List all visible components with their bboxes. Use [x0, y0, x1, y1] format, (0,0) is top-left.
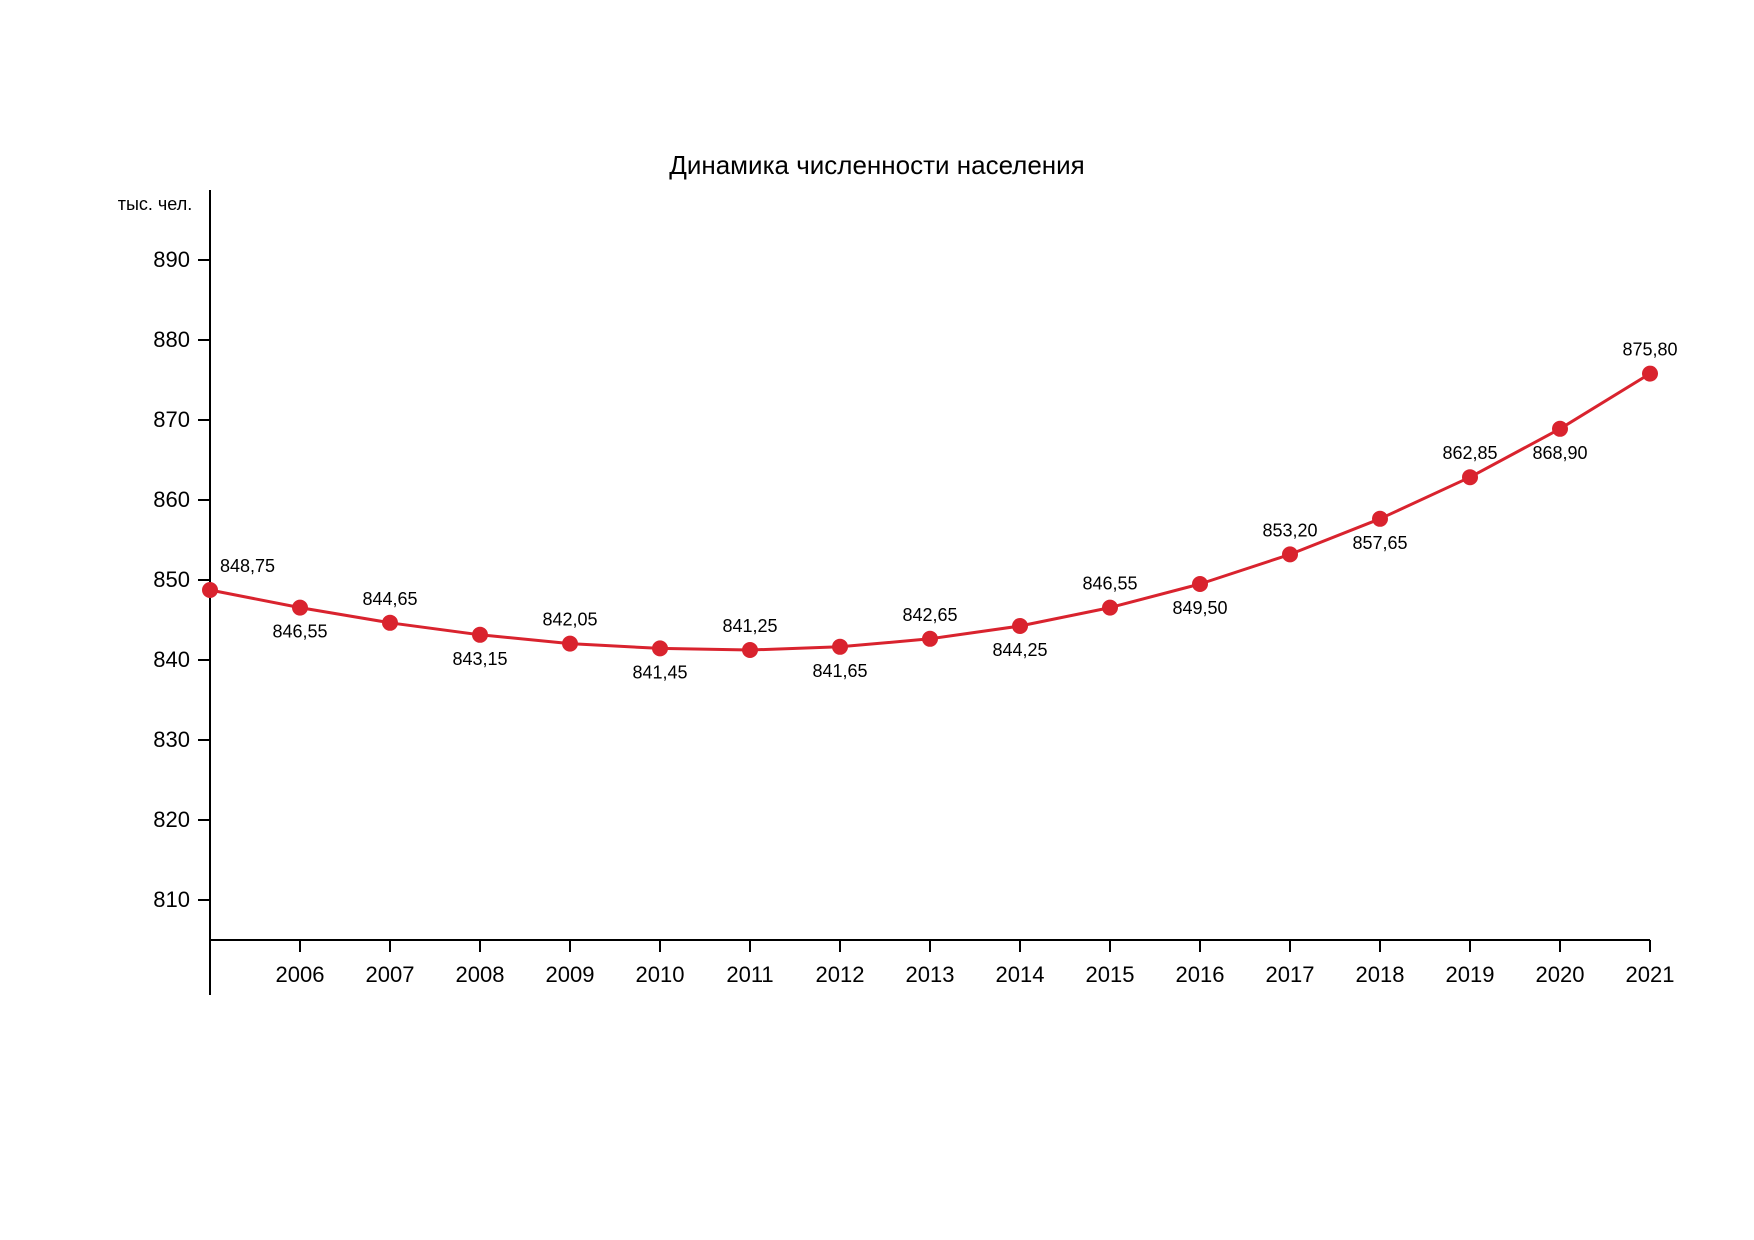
- data-point: [922, 631, 938, 647]
- data-label: 844,65: [362, 589, 417, 609]
- x-tick-label: 2013: [906, 962, 955, 987]
- data-label: 846,55: [1082, 574, 1137, 594]
- x-tick-label: 2006: [276, 962, 325, 987]
- y-tick-label: 820: [153, 807, 190, 832]
- data-point: [742, 642, 758, 658]
- data-label: 862,85: [1442, 443, 1497, 463]
- y-tick-label: 840: [153, 647, 190, 672]
- y-tick-label: 810: [153, 887, 190, 912]
- data-label: 842,05: [542, 610, 597, 630]
- y-tick-label: 890: [153, 247, 190, 272]
- data-label: 841,25: [722, 616, 777, 636]
- y-tick-label: 850: [153, 567, 190, 592]
- x-tick-label: 2008: [456, 962, 505, 987]
- y-tick-label: 830: [153, 727, 190, 752]
- data-label: 846,55: [272, 622, 327, 642]
- data-point: [1282, 546, 1298, 562]
- population-chart: Динамика численности населения тыс. чел.…: [0, 0, 1754, 1240]
- data-point: [382, 615, 398, 631]
- data-label: 853,20: [1262, 520, 1317, 540]
- x-tick-label: 2007: [366, 962, 415, 987]
- data-label: 848,75: [220, 556, 275, 576]
- data-point: [292, 600, 308, 616]
- data-label: 857,65: [1352, 533, 1407, 553]
- x-tick-label: 2018: [1356, 962, 1405, 987]
- data-point: [1552, 421, 1568, 437]
- y-tick-label: 880: [153, 327, 190, 352]
- x-tick-label: 2011: [726, 962, 773, 987]
- data-point: [652, 640, 668, 656]
- chart-canvas: тыс. чел. 810 820 830 840 850 860 870 880 890 2006…: [0, 0, 1754, 1240]
- data-point: [832, 639, 848, 655]
- x-tick-label: 2019: [1446, 962, 1495, 987]
- x-tick-label: 2015: [1086, 962, 1135, 987]
- x-tick-label: 2010: [636, 962, 685, 987]
- data-point: [1012, 618, 1028, 634]
- data-point: [1372, 511, 1388, 527]
- data-label: 841,45: [632, 662, 687, 682]
- data-point: [1462, 469, 1478, 485]
- data-point: [1102, 600, 1118, 616]
- x-tick-label: 2021: [1626, 962, 1675, 987]
- data-point: [1642, 366, 1658, 382]
- x-tick-label: 2016: [1176, 962, 1225, 987]
- y-tick-label: 860: [153, 487, 190, 512]
- x-tick-label: 2012: [816, 962, 865, 987]
- data-label: 844,25: [992, 640, 1047, 660]
- data-label: 842,65: [902, 605, 957, 625]
- x-tick-label: 2017: [1266, 962, 1315, 987]
- data-point: [1192, 576, 1208, 592]
- x-tick-label: 2009: [546, 962, 595, 987]
- x-tick-label: 2020: [1536, 962, 1585, 987]
- x-tick-label: 2014: [996, 962, 1045, 987]
- y-tick-label: 870: [153, 407, 190, 432]
- data-label: 841,65: [812, 661, 867, 681]
- data-point: [202, 582, 218, 598]
- data-point: [472, 627, 488, 643]
- data-label: 868,90: [1532, 443, 1587, 463]
- data-label: 875,80: [1622, 340, 1677, 360]
- chart-title: Динамика численности населения: [0, 150, 1754, 181]
- data-label: 849,50: [1172, 598, 1227, 618]
- data-point: [562, 636, 578, 652]
- data-label: 843,15: [452, 649, 507, 669]
- y-axis-label: тыс. чел.: [118, 194, 192, 214]
